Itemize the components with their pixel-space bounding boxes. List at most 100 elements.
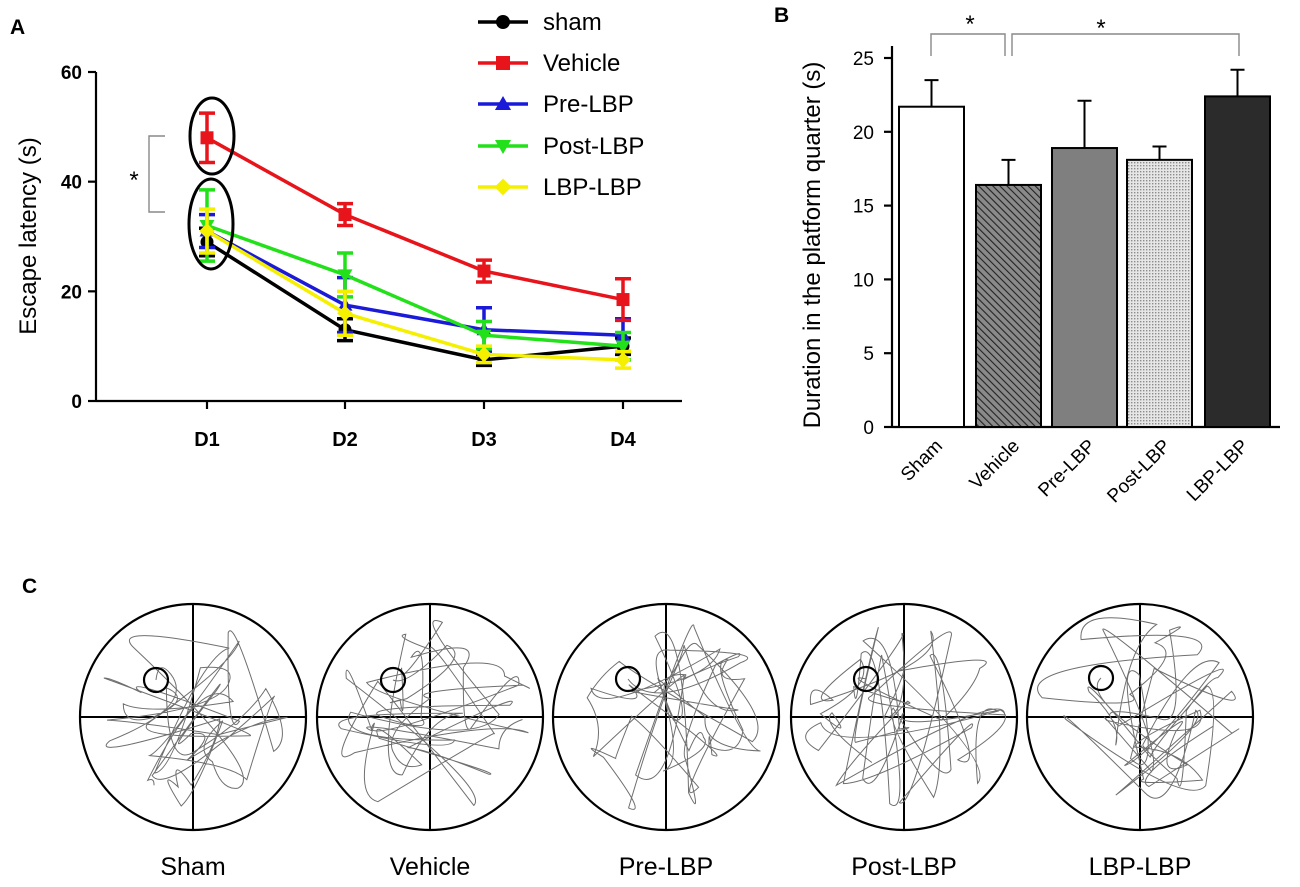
panel-b-x-tick-label: Post-LBP <box>1103 436 1175 508</box>
series-vehicle <box>199 111 631 323</box>
panel-a-x-tick-label: D1 <box>194 429 220 451</box>
panel-b-significance-star-2: * <box>1096 15 1105 42</box>
panel-b-bracket-vehicle-lbp <box>1011 33 1240 56</box>
panel-a-x-tick-label: D3 <box>471 429 497 451</box>
error-bar-vehicle <box>1001 158 1016 185</box>
panel-b-significance-star-1: * <box>965 11 974 38</box>
maze-label-post-lbp: Post-LBP <box>851 853 957 881</box>
panel-a-x-ticks: D1 D2 D3 D4 <box>194 401 637 451</box>
panel-b-y-ticks: 0 5 10 15 20 25 <box>853 49 892 439</box>
maze-lbp-lbp: LBP-LBP <box>1025 602 1255 881</box>
platform-marker <box>142 666 170 694</box>
series-line-sham <box>206 240 624 362</box>
panel-b-y-axis-title: Duration in the platform quarter (s) <box>799 62 826 429</box>
panel-b-x-tick-label: LBP-LBP <box>1183 436 1253 506</box>
maze-pre-lbp: Pre-LBP <box>551 602 781 881</box>
swim-path <box>103 630 288 807</box>
panel-b-y-tick-label: 5 <box>863 344 874 365</box>
series-lbp-lbp <box>199 207 631 370</box>
point-lbp-lbp <box>337 305 353 322</box>
legend-marker-post-lbp <box>494 140 512 155</box>
legend-label-post-lbp: Post-LBP <box>543 133 644 160</box>
platform-marker <box>614 665 642 693</box>
swim-path <box>1037 617 1240 799</box>
maze-sham: Sham <box>78 602 308 881</box>
series-pre-lbp <box>199 212 631 354</box>
point-vehicle <box>616 293 630 307</box>
panel-b-x-tick-labels: Sham Vehicle Pre-LBP Post-LBP LBP-LBP <box>897 436 1253 508</box>
maze-post-lbp: Post-LBP <box>789 602 1019 881</box>
bar-pre-lbp <box>1051 147 1118 428</box>
panel-b-bars <box>898 68 1271 428</box>
maze-vehicle: Vehicle <box>315 602 545 881</box>
panel-a-legend: sham Vehicle Pre-LBP Post-LBP LBP-LBP <box>478 9 644 201</box>
point-lbp-lbp <box>199 223 215 239</box>
series-line-vehicle <box>206 136 624 302</box>
point-post-lbp <box>615 340 631 354</box>
panel-a-y-axis-title: Escape latency (s) <box>15 137 42 334</box>
legend-label-vehicle: Vehicle <box>543 50 620 77</box>
maze-label-sham: Sham <box>160 853 225 881</box>
panel-c-label: C <box>22 575 37 598</box>
panel-a-y-tick-label: 0 <box>71 392 82 413</box>
panel-b-x-tick-label: Pre-LBP <box>1034 436 1100 502</box>
point-vehicle <box>338 208 352 222</box>
error-bar-sham <box>924 79 939 107</box>
legend-marker-lbp-lbp <box>494 178 512 196</box>
series-sham <box>199 226 631 368</box>
point-vehicle <box>200 131 214 145</box>
panel-a-x-tick-label: D2 <box>332 429 358 451</box>
swim-path <box>338 620 530 807</box>
legend-label-lbp-lbp: LBP-LBP <box>543 174 642 201</box>
panel-b-y-tick-label: 20 <box>853 123 874 144</box>
legend-marker-sham <box>496 15 510 29</box>
panel-a-y-tick-label: 60 <box>61 63 82 84</box>
bar-vehicle <box>975 183 1042 428</box>
series-line-lbp-lbp <box>206 229 624 362</box>
platform-marker <box>379 666 407 694</box>
panel-b-y-tick-label: 0 <box>863 418 874 439</box>
panel-b-bracket-sham-vehicle <box>930 33 1006 56</box>
error-bar-pre-lbp <box>1077 99 1092 149</box>
error-bar-post-lbp <box>1152 145 1167 160</box>
swim-path <box>805 626 1006 806</box>
bar-lbp-lbp <box>1204 95 1271 428</box>
panel-a-y-tick-label: 20 <box>61 282 82 303</box>
bar-sham <box>898 105 965 428</box>
panel-a-series <box>199 111 631 370</box>
point-vehicle <box>477 264 491 278</box>
point-lbp-lbp <box>615 352 631 368</box>
legend-label-pre-lbp: Pre-LBP <box>543 91 634 118</box>
legend-label-sham: sham <box>543 9 602 36</box>
panel-b-x-tick-label: Sham <box>897 436 947 486</box>
legend-marker-pre-lbp <box>494 95 512 110</box>
panel-a-significance-bracket <box>148 135 165 213</box>
panel-a-highlight-ellipse-treated <box>187 177 235 271</box>
panel-a-highlight-ellipse-vehicle <box>188 96 236 176</box>
point-post-lbp <box>476 329 492 343</box>
point-post-lbp <box>337 269 353 283</box>
platform-marker <box>1087 664 1115 692</box>
bar-post-lbp <box>1126 158 1193 428</box>
panel-c: C Sham Vehicle Pre-LBP Post-LBP LBP-LBP <box>22 575 1255 881</box>
series-line-post-lbp <box>206 223 624 348</box>
error-bar-lbp-lbp <box>1230 68 1245 97</box>
panel-a-label: A <box>10 16 25 39</box>
swim-path <box>586 624 761 810</box>
series-post-lbp <box>199 188 631 362</box>
series-line-pre-lbp <box>206 229 624 337</box>
maze-label-vehicle: Vehicle <box>390 853 471 881</box>
legend-marker-vehicle <box>496 56 510 70</box>
panel-a-x-tick-label: D4 <box>610 429 636 451</box>
point-lbp-lbp <box>476 346 492 363</box>
panel-a-significance-star: * <box>129 167 138 194</box>
panel-b-y-tick-label: 25 <box>853 49 874 70</box>
panel-b-y-tick-label: 15 <box>853 197 874 218</box>
platform-marker <box>852 665 880 693</box>
maze-label-lbp-lbp: LBP-LBP <box>1089 853 1192 881</box>
panel-b-y-tick-label: 10 <box>853 270 874 291</box>
panel-a-y-ticks: 0 20 40 60 <box>61 63 96 413</box>
panel-a-y-tick-label: 40 <box>61 173 82 194</box>
